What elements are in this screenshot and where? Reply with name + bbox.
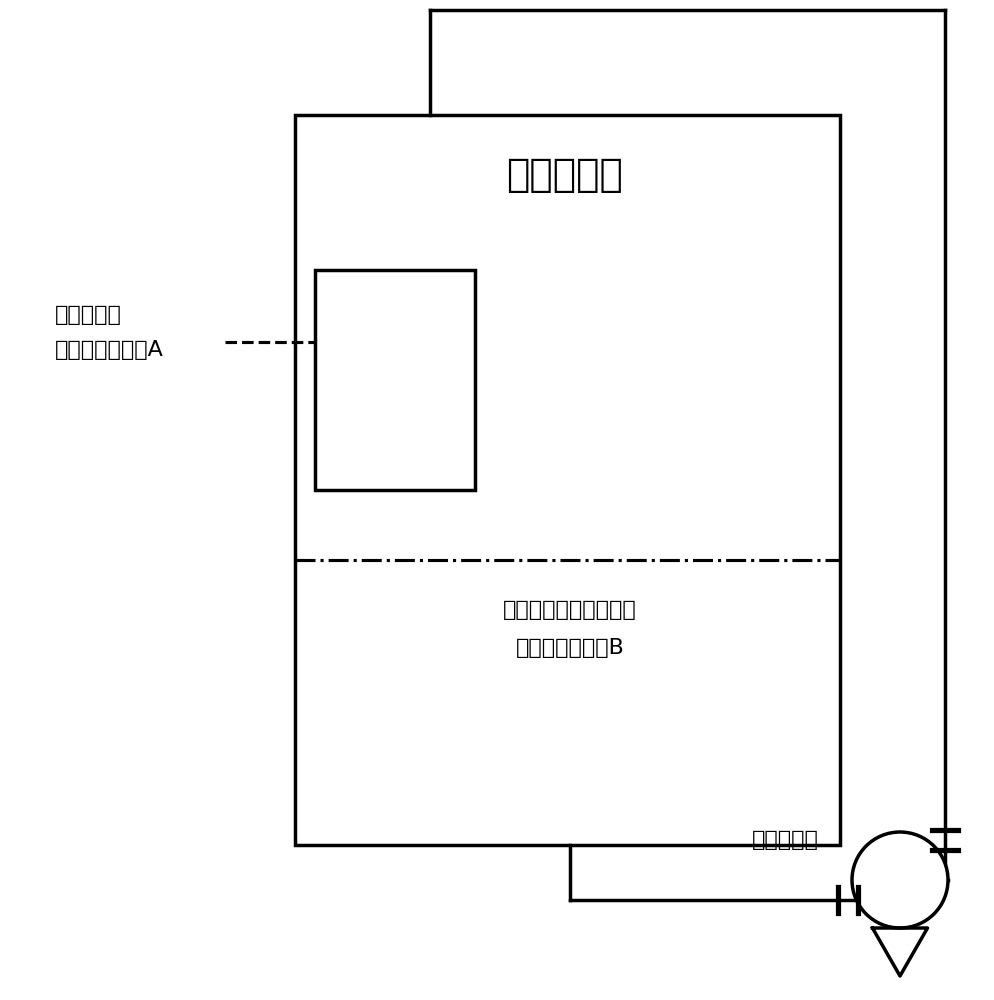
Bar bbox=[294, 115, 839, 845]
Text: 高压反应器: 高压反应器 bbox=[506, 156, 623, 194]
Text: 催化剂活性组分A: 催化剂活性组分A bbox=[55, 340, 164, 360]
Text: 催化剂活性组分B: 催化剂活性组分B bbox=[515, 638, 624, 658]
Bar bbox=[315, 270, 474, 490]
Text: 催化剂吊篮: 催化剂吊篮 bbox=[55, 305, 121, 325]
Circle shape bbox=[851, 832, 947, 928]
Text: 高压液体泵: 高压液体泵 bbox=[750, 830, 818, 850]
Text: 碳水化合物反应物浆料: 碳水化合物反应物浆料 bbox=[503, 600, 636, 620]
